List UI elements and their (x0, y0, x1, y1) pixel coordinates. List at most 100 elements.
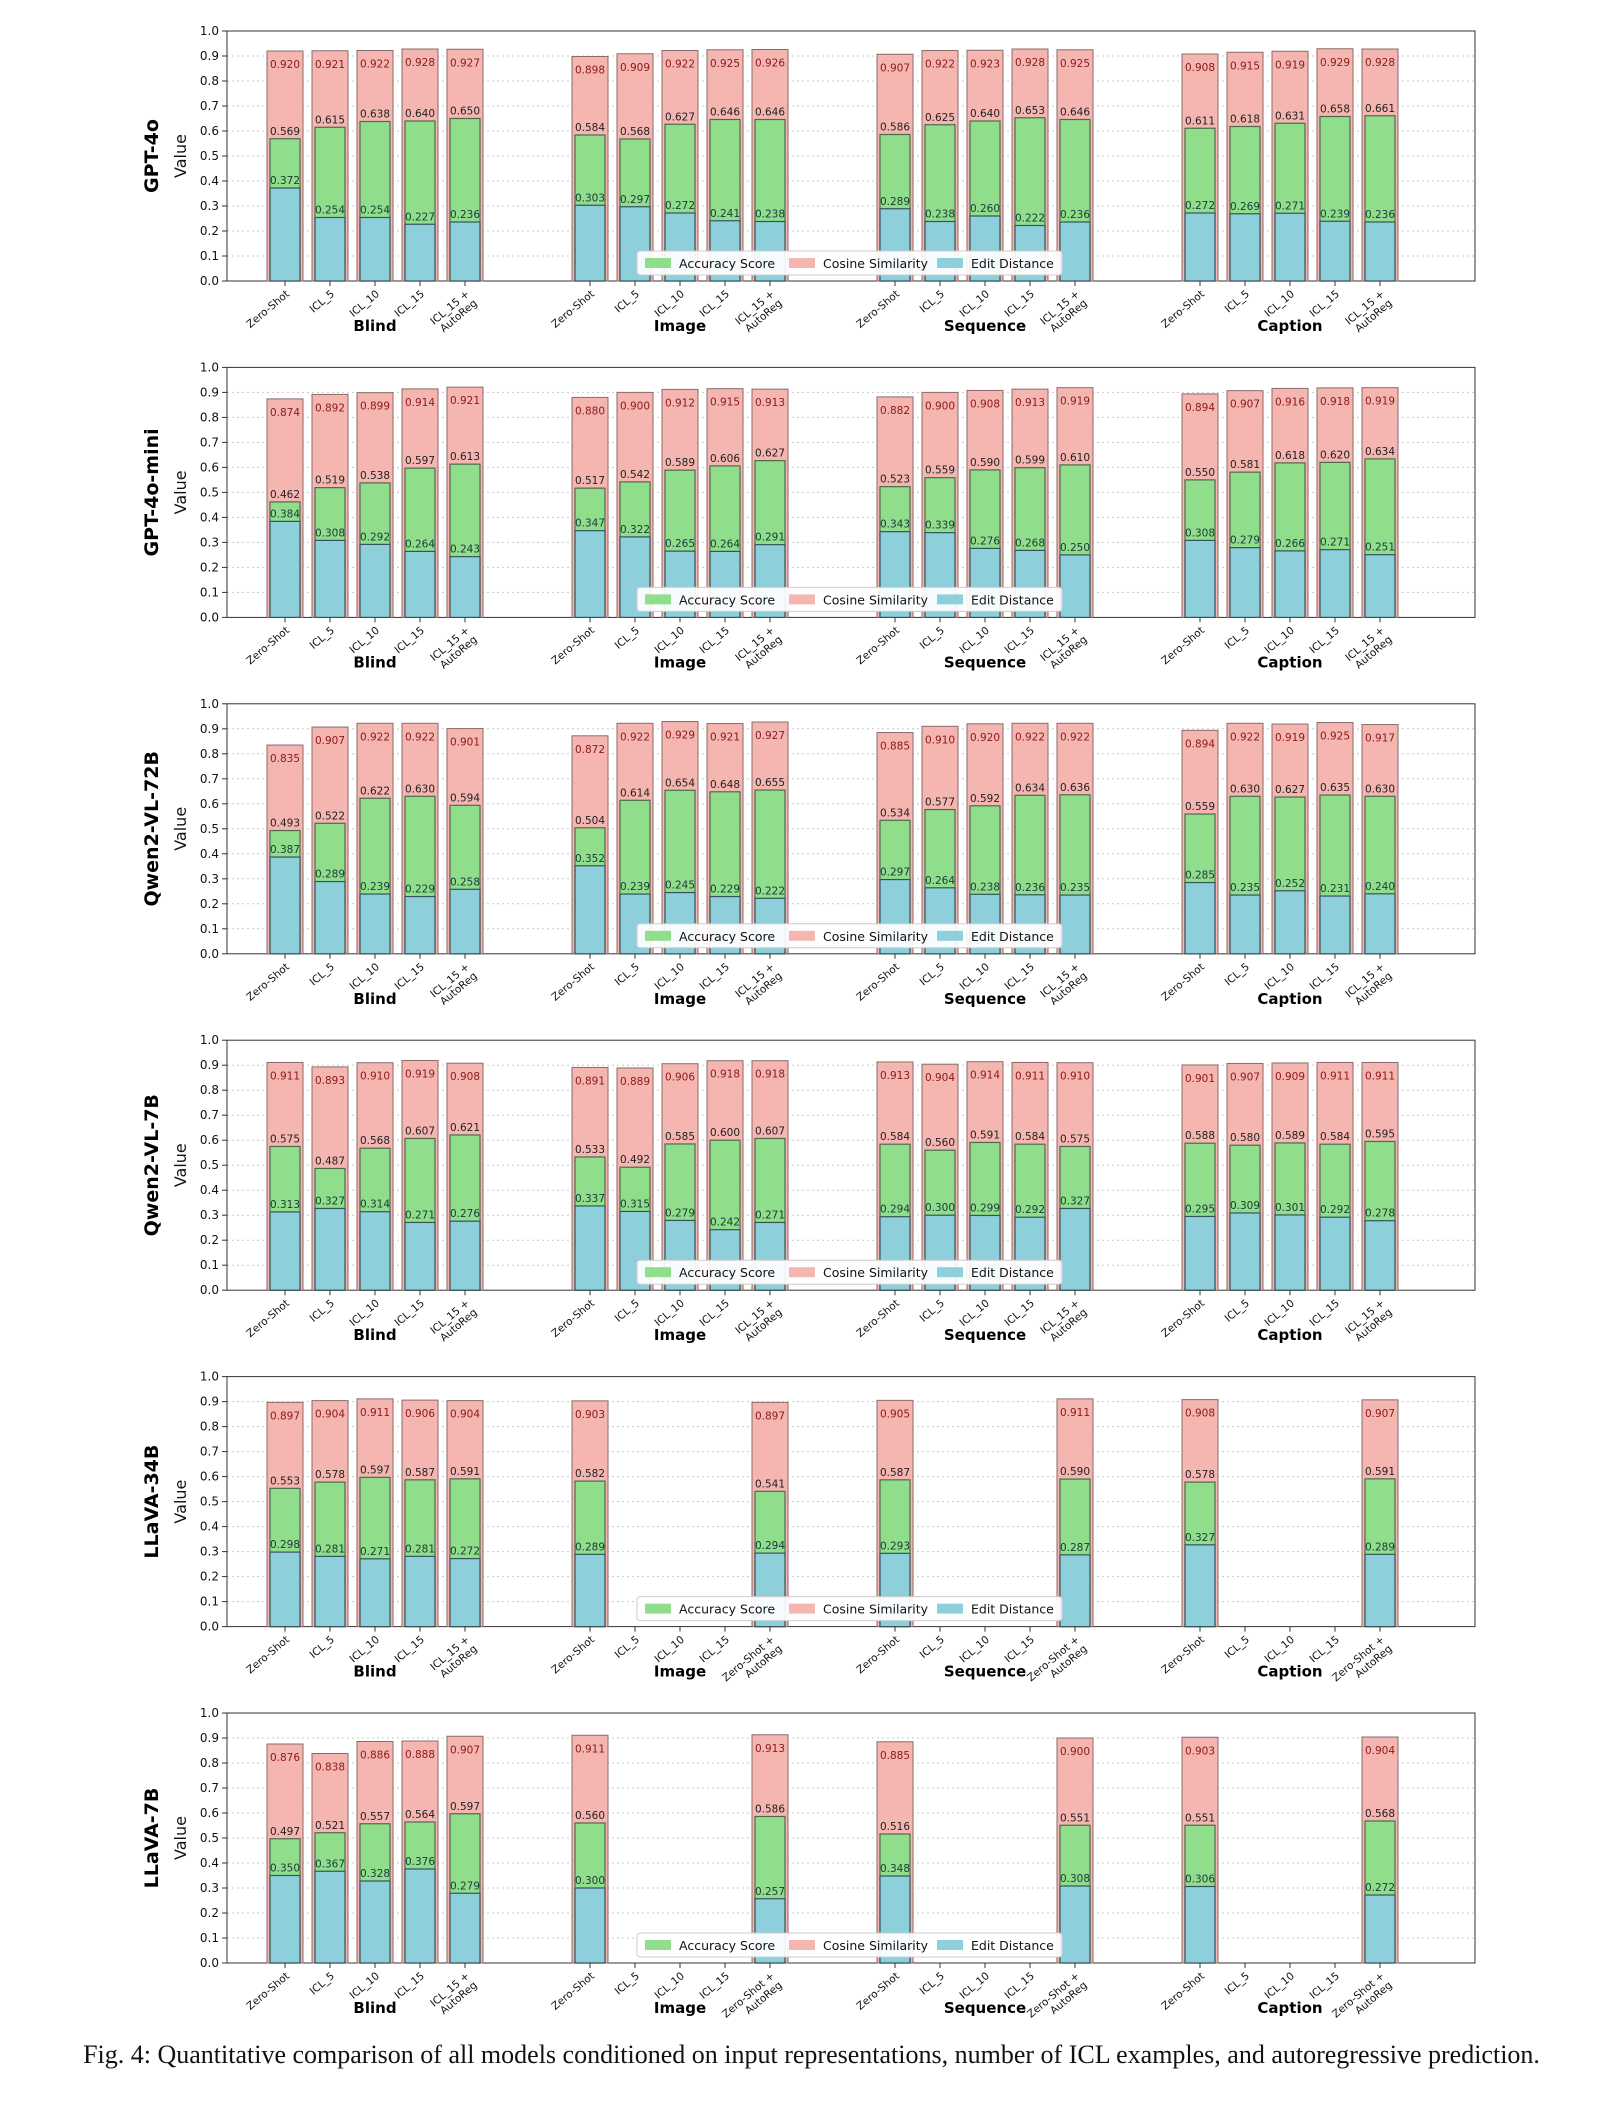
group-label: Image (654, 1999, 706, 2017)
label-edit: 0.347 (575, 518, 605, 530)
label-edit: 0.308 (1185, 527, 1215, 539)
label-edit: 0.289 (1365, 1541, 1395, 1553)
bar-edit (574, 1553, 606, 1628)
label-cosine: 0.919 (405, 1068, 435, 1080)
label-edit: 0.337 (575, 1193, 605, 1205)
panel-qwen2-vl-72b: 0.0 0.1 0.2 0.3 0.4 0.5 0.6 0.7 0.8 0.9 1.0 Value Qw… (141, 697, 1476, 1010)
y-tick-label: 0.2 (200, 1233, 219, 1247)
label-accuracy: 0.522 (315, 810, 345, 822)
label-cosine: 0.921 (710, 732, 740, 744)
x-tick-label: ICL_15 +AutoReg (733, 1297, 784, 1346)
label-edit: 0.239 (1320, 208, 1350, 220)
x-tick-label: ICL_5 (613, 1297, 642, 1324)
label-edit: 0.271 (1320, 537, 1350, 549)
x-tick-label: ICL_15 +AutoReg (1343, 1297, 1394, 1346)
label-cosine: 0.911 (1365, 1070, 1395, 1082)
label-cosine: 0.919 (1275, 732, 1305, 744)
legend-swatch (645, 1603, 671, 1614)
bar-edit (359, 893, 391, 955)
x-tick-label: ICL_10 (957, 288, 991, 320)
label-accuracy: 0.646 (1060, 107, 1090, 119)
legend: Accuracy Score Cosine Similarity Edit Dist… (636, 250, 1063, 276)
label-edit: 0.265 (665, 538, 695, 550)
legend-box (636, 1596, 1063, 1622)
x-tick-label: ICL_15 +AutoReg (428, 288, 479, 337)
bar-edit (1364, 554, 1396, 619)
label-cosine: 0.907 (1230, 399, 1260, 411)
label-accuracy: 0.630 (405, 783, 435, 795)
x-tick-label: ICL_15 +AutoReg (428, 961, 479, 1010)
y-tick-label: 0.7 (200, 772, 219, 786)
label-cosine: 0.916 (1275, 396, 1305, 408)
x-tick-label: ICL_5 (308, 1297, 337, 1324)
y-tick-label: 0.9 (200, 385, 219, 399)
legend-label: Edit Distance (971, 256, 1054, 271)
bar-edit (1059, 1207, 1091, 1291)
bar-edit (269, 1211, 301, 1291)
label-cosine: 0.922 (665, 59, 695, 71)
x-tick-label: ICL_10 (957, 961, 991, 993)
label-accuracy: 0.620 (1320, 449, 1350, 461)
label-cosine: 0.909 (620, 62, 650, 74)
y-tick-label: 0.1 (200, 1595, 219, 1609)
label-edit: 0.293 (880, 1540, 910, 1552)
legend-label: Cosine Similarity (823, 929, 929, 944)
bar-edit (449, 556, 481, 619)
label-edit: 0.272 (665, 200, 695, 212)
x-tick-label: Zero-Shot (244, 625, 292, 668)
x-tick-label: ICL_10 (1262, 288, 1296, 320)
x-tick-label: ICL_15 +AutoReg (1038, 625, 1089, 674)
label-cosine: 0.914 (970, 1070, 1000, 1082)
label-edit: 0.239 (620, 881, 650, 893)
x-tick-label: ICL_15 +AutoReg (1343, 625, 1394, 674)
label-accuracy: 0.599 (1015, 455, 1045, 467)
label-cosine: 0.918 (710, 1069, 740, 1081)
bar-edit (269, 1874, 301, 1964)
label-edit: 0.276 (970, 535, 1000, 547)
label-cosine: 0.926 (755, 58, 785, 70)
label-cosine: 0.921 (315, 59, 345, 71)
label-cosine: 0.919 (1365, 396, 1395, 408)
label-accuracy: 0.613 (450, 451, 480, 463)
label-accuracy: 0.615 (315, 114, 345, 126)
bar-edit (574, 530, 606, 619)
label-cosine: 0.914 (405, 397, 435, 409)
bar-edit (1364, 1553, 1396, 1628)
label-accuracy: 0.646 (755, 107, 785, 119)
label-cosine: 0.912 (665, 397, 695, 409)
x-tick-label: ICL_10 (652, 625, 686, 657)
bar-edit (1364, 1220, 1396, 1291)
label-cosine: 0.901 (450, 737, 480, 749)
plot-frame (226, 1712, 1476, 1964)
bar-edit (1059, 221, 1091, 282)
y-tick-label: 0.1 (200, 1258, 219, 1272)
label-accuracy: 0.584 (575, 122, 605, 134)
group-label: Blind (353, 1999, 396, 2017)
bar-edit (1364, 893, 1396, 955)
label-edit: 0.241 (710, 208, 740, 220)
x-tick-label: ICL_5 (1223, 1970, 1252, 1997)
label-edit: 0.292 (360, 531, 390, 543)
label-cosine: 0.915 (1230, 60, 1260, 72)
label-cosine: 0.904 (925, 1072, 955, 1084)
label-cosine: 0.908 (970, 398, 1000, 410)
bar-edit (1229, 213, 1261, 282)
bar-edit (1274, 212, 1306, 282)
legend-label: Edit Distance (971, 929, 1054, 944)
legend-swatch (645, 594, 671, 605)
x-tick-label: ICL_15 (1307, 1297, 1341, 1329)
label-edit: 0.254 (360, 205, 390, 217)
label-edit: 0.372 (270, 175, 300, 187)
x-tick-label: ICL_5 (1223, 288, 1252, 315)
legend-label: Edit Distance (971, 1602, 1054, 1617)
x-tick-label: Zero-Shot (549, 961, 597, 1004)
plot-frame (226, 366, 1476, 618)
label-accuracy: 0.600 (710, 1127, 740, 1139)
x-tick-label: ICL_5 (918, 1297, 947, 1324)
label-accuracy: 0.622 (360, 785, 390, 797)
figure-caption: Fig. 4: Quantitative comparison of all m… (83, 2040, 1540, 2069)
y-axis-label: Value (171, 470, 190, 514)
bar-edit (1229, 547, 1261, 619)
y-tick-label: 0.4 (200, 1520, 219, 1534)
x-tick-label: Zero-Shot (244, 288, 292, 331)
